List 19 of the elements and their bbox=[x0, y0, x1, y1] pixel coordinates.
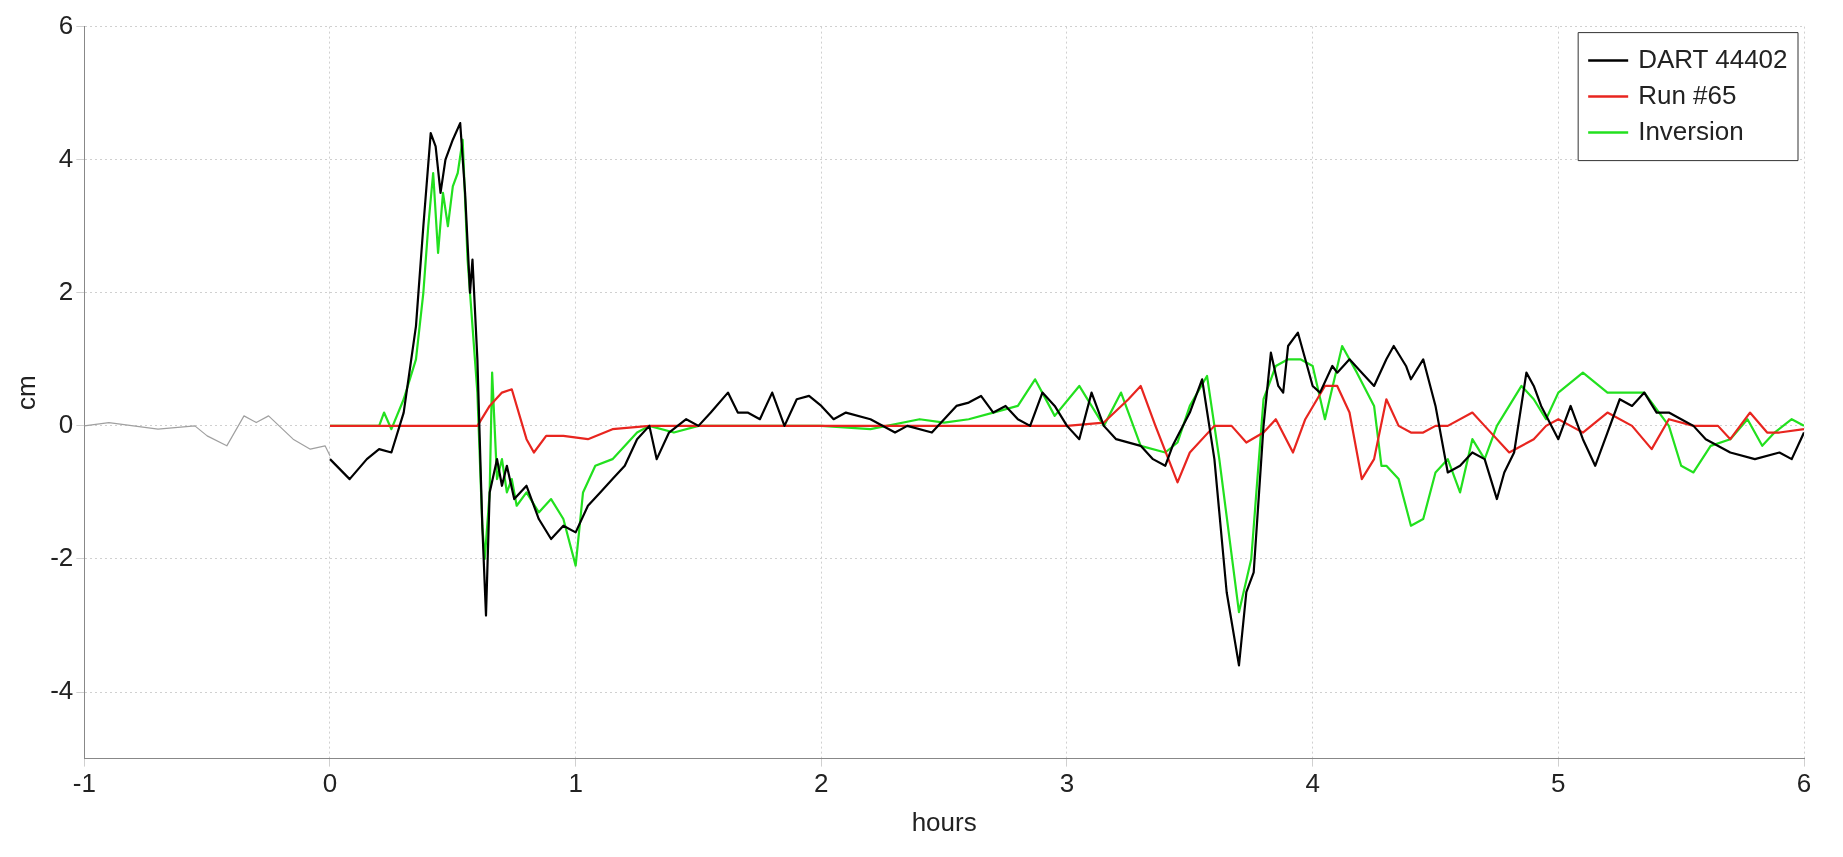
x-tick-label: 0 bbox=[322, 768, 338, 799]
y-tick-label: 6 bbox=[58, 9, 74, 40]
x-tick-label: 6 bbox=[1796, 768, 1812, 799]
y-tick-label: -4 bbox=[50, 675, 74, 706]
x-tick-label: 4 bbox=[1305, 768, 1320, 799]
x-axis-title: hours bbox=[911, 806, 977, 837]
y-axis-title: cm bbox=[10, 375, 41, 410]
y-tick-label: 2 bbox=[58, 275, 74, 306]
y-tick-label: 0 bbox=[58, 409, 74, 440]
x-tick-label: -1 bbox=[72, 768, 96, 799]
x-tick-label: 3 bbox=[1059, 768, 1075, 799]
x-tick-label: 1 bbox=[568, 768, 583, 799]
y-tick-label: 4 bbox=[58, 142, 74, 173]
x-tick-label: 5 bbox=[1551, 768, 1566, 799]
legend-label: Inversion bbox=[1638, 115, 1744, 146]
y-tick-label: -2 bbox=[50, 542, 74, 573]
legend-label: Run #65 bbox=[1638, 79, 1737, 110]
legend-label: DART 44402 bbox=[1638, 43, 1788, 74]
x-tick-label: 2 bbox=[814, 768, 829, 799]
